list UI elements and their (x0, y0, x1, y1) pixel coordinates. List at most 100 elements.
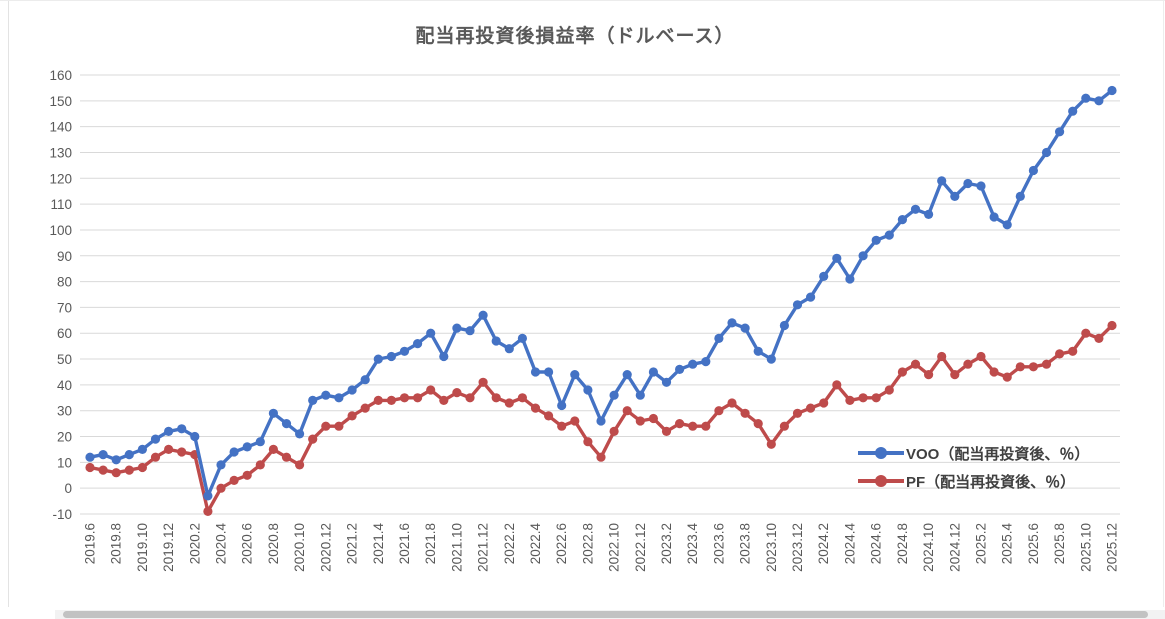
pf-data-point-marker (661, 426, 672, 436)
pf-data-point-marker (177, 447, 187, 457)
x-tick-label: 2024.12 (947, 523, 962, 572)
x-tick-label: 2024.2 (816, 523, 831, 564)
voo-data-point-marker (832, 253, 842, 263)
voo-data-point-marker (321, 390, 331, 400)
voo-data-point-marker (373, 354, 383, 364)
voo-line (88, 88, 1114, 498)
pf-data-point-marker (203, 506, 213, 516)
voo-data-point-marker (557, 400, 567, 411)
legend-label-pf: PF（配当再投資後、％） (906, 473, 1076, 491)
voo-data-point-marker (544, 367, 554, 377)
pf-data-point-marker (465, 393, 475, 403)
x-tick-label: 2024.6 (869, 523, 884, 564)
pf-data-point-marker (150, 452, 161, 462)
pf-data-point-marker (426, 385, 436, 395)
y-tick-label: 30 (57, 404, 72, 419)
pf-data-point-marker (1068, 346, 1078, 356)
voo-data-point-marker (727, 318, 737, 328)
voo-data-point-marker (819, 271, 829, 281)
voo-data-point-marker (871, 235, 881, 245)
x-tick-label: 2020.8 (266, 523, 281, 564)
pf-data-point-marker (321, 421, 331, 431)
x-tick-label: 2020.4 (214, 523, 229, 565)
pf-data-point-marker (609, 426, 619, 436)
voo-data-point-marker (583, 385, 593, 395)
x-tick-label: 2021.12 (476, 523, 491, 572)
pf-data-point-marker (897, 367, 908, 377)
voo-data-point-marker (504, 344, 514, 354)
pf-data-point-marker (963, 359, 973, 369)
pf-data-point-marker (1028, 362, 1038, 372)
voo-data-point-marker (203, 491, 213, 501)
left-border (8, 1, 9, 607)
pf-data-point-marker (1081, 328, 1091, 338)
y-tick-label: 50 (57, 352, 72, 367)
voo-data-point-marker (255, 437, 265, 447)
x-tick-label: 2021.4 (371, 523, 386, 565)
pf-data-point-marker (1041, 359, 1052, 369)
horizontal-scrollbar[interactable] (55, 610, 1165, 619)
pf-data-point-marker (360, 403, 370, 413)
horizontal-scrollbar-thumb[interactable] (63, 611, 1148, 618)
voo-data-point-marker (426, 328, 436, 338)
pf-data-point-marker (675, 419, 685, 429)
x-tick-label: 2021.8 (423, 523, 438, 564)
voo-data-point-marker (137, 444, 147, 454)
pf-data-point-marker (832, 380, 842, 390)
voo-data-point-marker (1041, 147, 1052, 158)
pf-data-point-marker (1002, 372, 1012, 382)
x-tick-label: 2025.12 (1105, 523, 1120, 572)
x-tick-label: 2021.2 (345, 523, 360, 564)
y-tick-label: 150 (49, 94, 72, 109)
legend-item-pf[interactable]: PF（配当再投資後、％） (858, 467, 1089, 495)
pf-data-point-marker (137, 462, 147, 473)
voo-data-point-marker (688, 359, 698, 369)
x-tick-label: 2022.10 (607, 523, 622, 572)
pf-data-point-marker (570, 416, 580, 426)
voo-data-point-marker (360, 375, 370, 385)
voo-data-point-marker (295, 429, 305, 439)
line-chart: 1601501401301201101009080706050403020100… (49, 68, 1120, 572)
x-tick-label: 2023.4 (685, 523, 700, 565)
y-tick-label: 10 (57, 455, 72, 470)
pf-data-point-marker (452, 388, 462, 398)
pf-data-point-marker (701, 421, 711, 431)
pf-data-point-marker (740, 408, 750, 418)
pf-data-point-marker (596, 452, 606, 462)
pf-data-point-marker (766, 439, 776, 449)
voo-data-point-marker (740, 323, 750, 333)
x-tick-label: 2020.6 (240, 523, 255, 564)
pf-data-point-marker (1107, 320, 1117, 331)
voo-data-point-marker (164, 426, 174, 436)
x-tick-label: 2021.6 (397, 523, 412, 564)
pf-data-point-marker (819, 398, 829, 408)
voo-data-point-marker (347, 385, 357, 395)
voo-data-point-marker (675, 364, 685, 374)
voo-data-point-marker (229, 447, 239, 457)
pf-data-point-marker (98, 465, 108, 475)
x-tick-label: 2023.6 (711, 523, 726, 564)
voo-data-point-marker (465, 326, 475, 336)
x-tick-label: 2023.10 (764, 523, 779, 572)
pf-line-marker-icon (858, 475, 904, 487)
voo-data-point-marker (111, 455, 121, 465)
pf-data-point-marker (884, 385, 894, 395)
pf-data-point-marker (308, 434, 318, 444)
voo-data-point-marker (98, 450, 108, 460)
voo-data-point-marker (281, 419, 292, 429)
voo-data-point-marker (661, 377, 672, 387)
x-tick-label: 2020.10 (292, 523, 307, 572)
voo-data-point-marker (753, 346, 763, 356)
legend-item-voo[interactable]: VOO（配当再投資後、％） (858, 439, 1089, 467)
pf-data-point-marker (714, 406, 724, 416)
voo-data-point-marker (386, 351, 396, 362)
voo-data-point-marker (1055, 127, 1065, 137)
pf-data-point-marker (85, 462, 95, 473)
pf-data-point-marker (806, 403, 816, 413)
x-tick-label: 2019.12 (161, 523, 176, 572)
pf-data-point-marker (268, 444, 278, 454)
pf-data-point-marker (950, 370, 960, 380)
x-tick-label: 2025.4 (1000, 523, 1015, 565)
voo-data-point-marker (1002, 220, 1012, 230)
x-tick-label: 2022.4 (528, 523, 543, 565)
